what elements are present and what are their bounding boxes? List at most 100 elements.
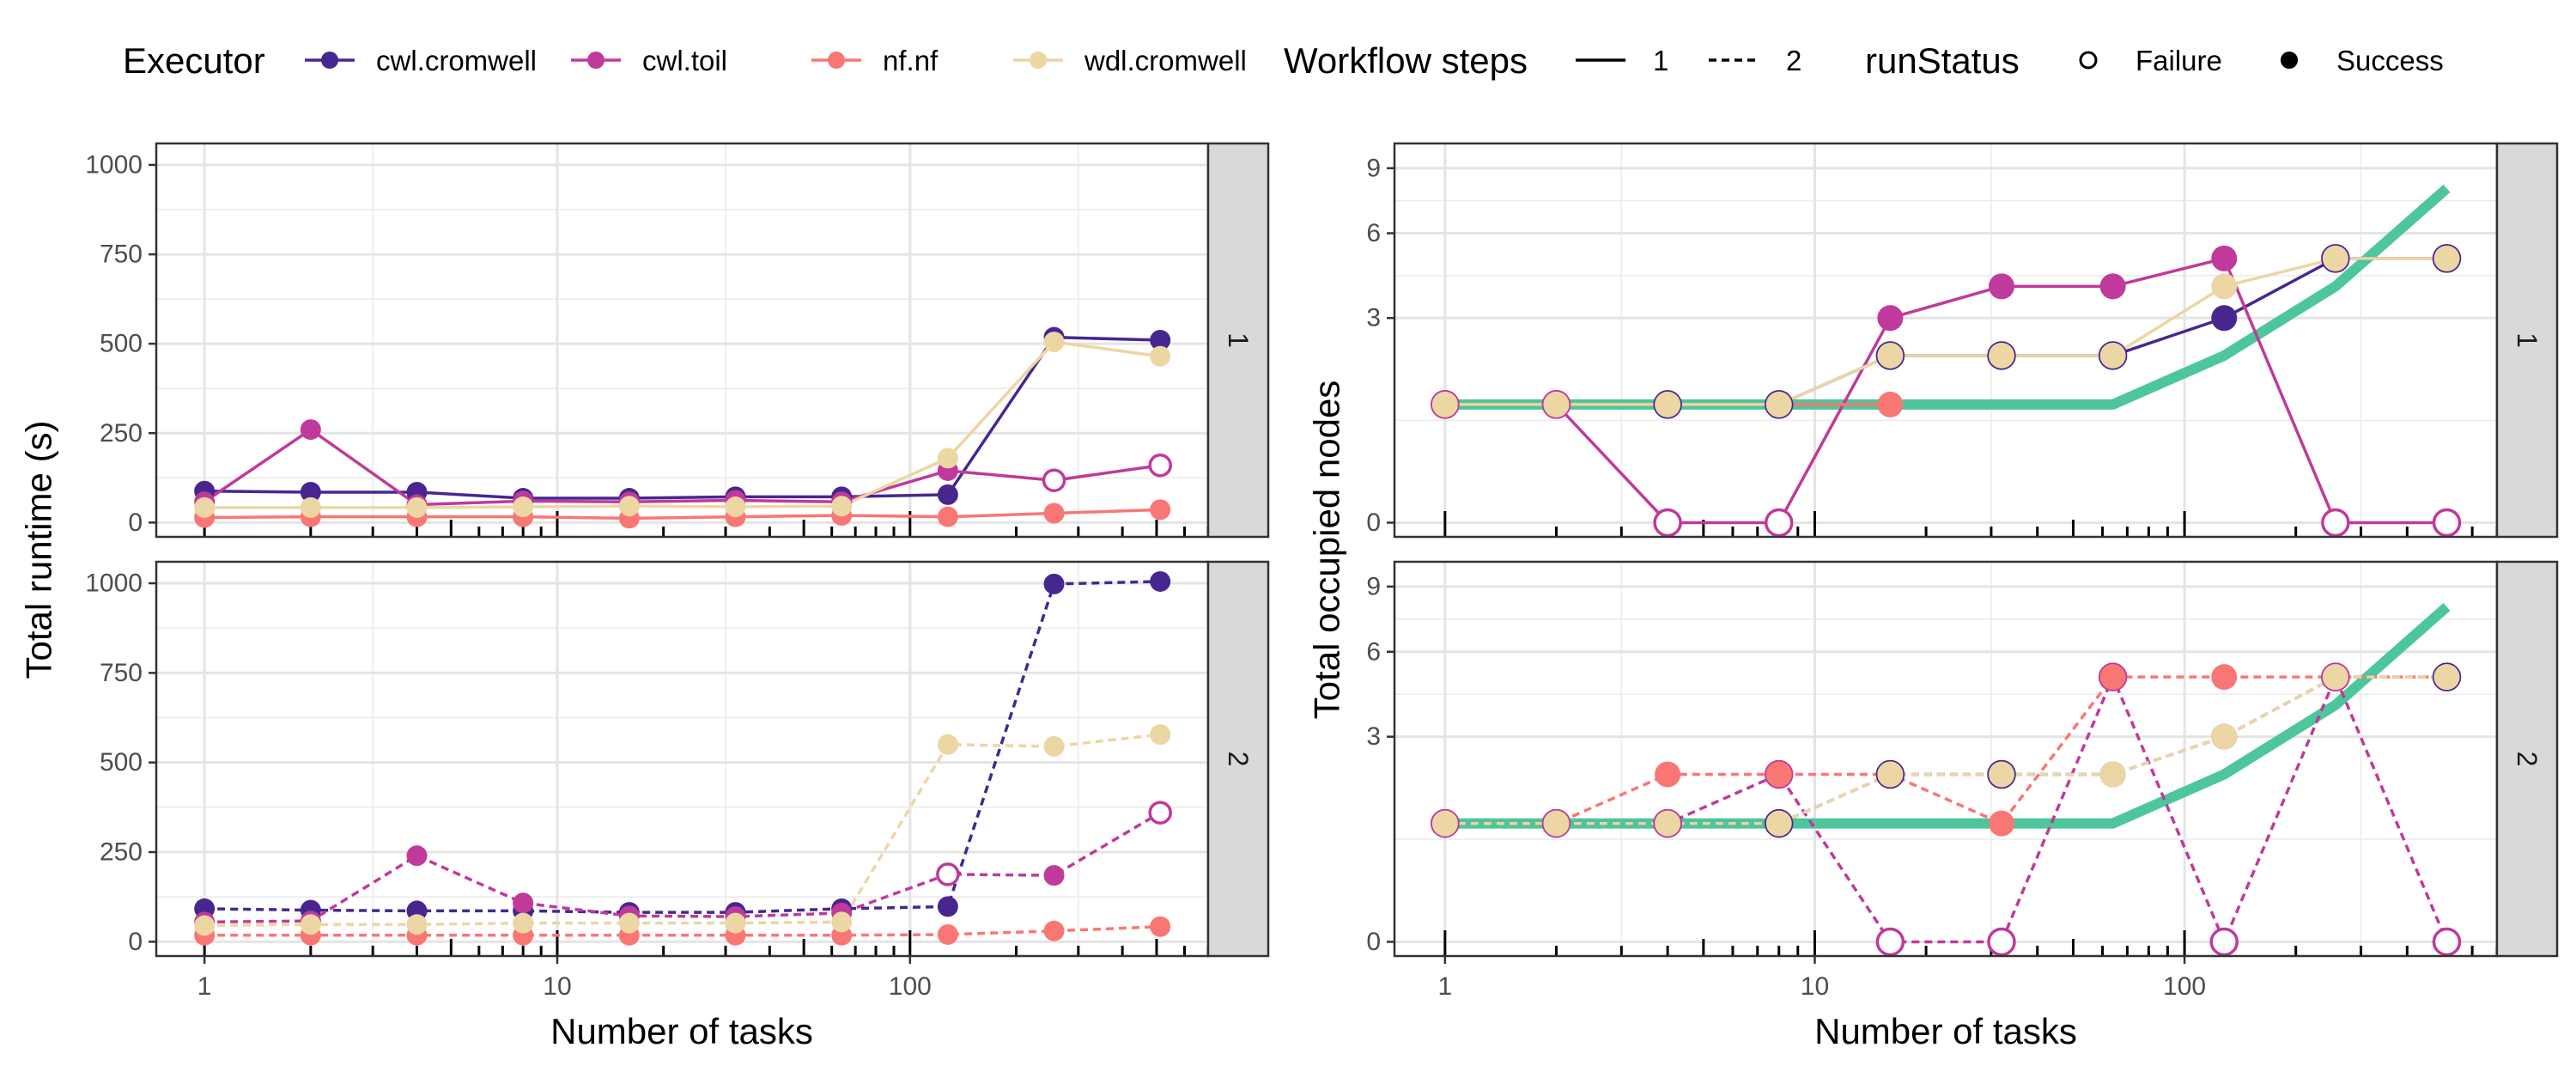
- legend-key-failure: [2079, 51, 2098, 70]
- data-point-wdl.cromwell-success: [2433, 245, 2460, 271]
- data-point-wdl.cromwell-success: [2322, 245, 2348, 271]
- facet-strip: [1206, 142, 1270, 539]
- data-point-wdl.cromwell-success: [1877, 342, 1904, 368]
- data-point-wdl.cromwell-success: [1543, 391, 1570, 417]
- data-point-cwl.toil-success: [2211, 245, 2238, 271]
- data-point-nf.nf-success: [1150, 499, 1171, 521]
- series-line-wdl.cromwell: [1444, 257, 2447, 406]
- legend-key-dot-cwl.toil: [587, 52, 605, 69]
- data-point-wdl.cromwell-success: [725, 912, 746, 934]
- x-tick-label: 100: [889, 972, 932, 1001]
- data-point-wdl.cromwell-success: [2322, 664, 2348, 691]
- data-point-cwl.toil-failure: [936, 862, 960, 886]
- series-line-cwl.toil: [204, 811, 1162, 924]
- x-axis-title: Number of tasks: [1814, 1011, 2077, 1051]
- y-tick-label: 9: [1366, 572, 1381, 600]
- y-tick-label: 500: [100, 748, 143, 777]
- panels: 1 0 250 500 750 1000 2 0 250 500 750 1000 1 1 0 100 Tota…: [19, 142, 2559, 1051]
- data-point-nf.nf-success: [1043, 502, 1065, 524]
- data-point-wdl.cromwell-success: [300, 496, 321, 518]
- y-tick-label: 6: [1366, 219, 1381, 247]
- series-line-nf.nf: [204, 508, 1161, 521]
- data-point-wdl.cromwell-success: [2433, 664, 2460, 691]
- reference-line: [1444, 603, 2451, 829]
- legend-title-status: runStatus: [1865, 40, 2020, 81]
- data-point-wdl.cromwell-success: [2099, 342, 2126, 368]
- data-point-wdl.cromwell-success: [1043, 735, 1065, 757]
- y-axis-title: Total runtime (s): [19, 420, 59, 679]
- plot-background: [1394, 143, 2497, 537]
- facet-strip-label: 1: [1223, 332, 1254, 348]
- data-point-wdl.cromwell-success: [1655, 810, 1681, 837]
- legend-key-success: [2281, 52, 2298, 69]
- legend-title-executor: Executor: [123, 40, 265, 81]
- data-point-wdl.cromwell-success: [937, 734, 958, 755]
- data-point-wdl.cromwell-success: [2211, 273, 2238, 300]
- data-point-wdl.cromwell-success: [1431, 810, 1458, 837]
- x-axis-title: Number of tasks: [550, 1011, 813, 1051]
- series-line-cwl.cromwell: [204, 335, 1161, 500]
- data-point-wdl.cromwell-success: [725, 496, 746, 518]
- data-point-wdl.cromwell-success: [406, 496, 428, 518]
- y-tick-label: 750: [100, 241, 143, 269]
- data-point-cwl.toil-failure: [1042, 468, 1066, 492]
- data-point-nf.nf-success: [2099, 664, 2126, 691]
- data-point-wdl.cromwell-success: [1043, 332, 1065, 353]
- data-point-nf.nf-success: [937, 506, 958, 527]
- data-point-wdl.cromwell-success: [937, 448, 958, 469]
- data-point-nf.nf-success: [2211, 664, 2238, 691]
- x-tick-label: 1: [1438, 972, 1453, 1001]
- data-point-wdl.cromwell-success: [194, 915, 216, 936]
- facet-nodes-2: 2 0 3 6 9 1 10 100: [1366, 560, 2559, 1001]
- y-tick-label: 1000: [85, 150, 143, 179]
- data-point-wdl.cromwell-success: [1150, 345, 1171, 367]
- data-point-cwl.toil-success: [1877, 305, 1904, 332]
- data-point-wdl.cromwell-success: [194, 496, 216, 518]
- legend-label-wdl.cromwell: wdl.cromwell: [1084, 45, 1247, 76]
- y-tick-label: 0: [128, 509, 143, 537]
- data-point-cwl.cromwell-success: [1150, 330, 1171, 350]
- legend-key-dot-wdl.cromwell: [1030, 52, 1047, 69]
- data-point-nf.nf-success: [1150, 916, 1171, 937]
- y-tick-label: 750: [100, 659, 143, 687]
- legend: Executor cwl.cromwell cwl.toil nf.nf wdl.cro…: [123, 40, 2444, 81]
- facet-runtime-1: 1 0 250 500 750 1000: [85, 142, 1270, 539]
- data-point-cwl.cromwell-success: [2211, 305, 2238, 332]
- data-point-cwl.toil-failure: [2432, 508, 2462, 538]
- data-point-wdl.cromwell-success: [618, 912, 640, 934]
- facet-runtime-2: 2 0 250 500 750 1000 1 10 100: [85, 560, 1270, 1001]
- data-point-nf.nf-success: [1655, 761, 1681, 788]
- data-point-cwl.toil-success: [513, 892, 534, 914]
- y-tick-label: 500: [100, 330, 143, 358]
- data-point-nf.nf-success: [1877, 391, 1904, 417]
- legend-key-dot-nf.nf: [828, 52, 845, 69]
- y-tick-label: 3: [1366, 722, 1381, 751]
- data-point-cwl.toil-failure: [1653, 508, 1682, 538]
- plot-background: [1394, 562, 2497, 956]
- y-tick-label: 9: [1366, 154, 1381, 182]
- series-line-nf.nf: [204, 925, 1161, 937]
- facet-strip-label: 2: [1223, 752, 1254, 767]
- legend-label-steps-2: 2: [1786, 45, 1801, 76]
- y-tick-label: 250: [100, 419, 143, 448]
- y-tick-label: 0: [128, 928, 143, 956]
- data-point-cwl.toil-failure: [1764, 508, 1794, 538]
- data-point-wdl.cromwell-success: [2211, 723, 2238, 750]
- y-tick-label: 1000: [85, 570, 143, 598]
- data-point-wdl.cromwell-success: [1765, 391, 1792, 417]
- data-point-cwl.cromwell-success: [1043, 573, 1065, 594]
- data-point-nf.nf-success: [1043, 920, 1065, 941]
- data-point-wdl.cromwell-success: [1431, 391, 1458, 417]
- legend-label-steps-1: 1: [1653, 45, 1668, 76]
- y-tick-label: 250: [100, 838, 143, 866]
- data-point-cwl.toil-failure: [2321, 508, 2350, 538]
- y-tick-label: 3: [1366, 304, 1381, 332]
- data-point-wdl.cromwell-success: [1150, 724, 1171, 746]
- data-point-cwl.cromwell-success: [937, 484, 958, 505]
- series-line-nf.nf: [1444, 675, 2447, 825]
- data-point-nf.nf-success: [1988, 810, 2014, 837]
- data-point-cwl.toil-failure: [2432, 927, 2462, 957]
- legend-label-cwl.toil: cwl.toil: [642, 45, 727, 76]
